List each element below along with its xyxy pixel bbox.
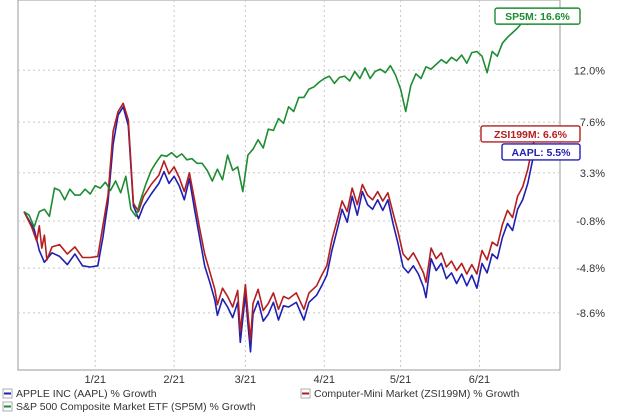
end-label-box — [501, 143, 581, 161]
x-tick-label: 4/21 — [314, 374, 335, 386]
legend: APPLE INC (AAPL) % Growth Computer-Mini M… — [2, 388, 520, 413]
y-tick-label: -4.8% — [576, 263, 605, 275]
x-tick-label: 5/21 — [390, 374, 411, 386]
x-axis-ticks: 1/21 2/21 3/21 4/21 5/21 6/21 — [85, 374, 491, 386]
legend-label: APPLE INC (AAPL) % Growth — [16, 388, 157, 400]
y-tick-label: 7.6% — [580, 117, 605, 129]
y-tick-label: 3.3% — [580, 168, 605, 180]
legend-label: Computer-Mini Market (ZSI199M) % Growth — [314, 388, 520, 400]
end-label-text: SP5M: 16.6% — [505, 11, 570, 23]
plot-frame — [17, 0, 561, 371]
series-line-1 — [23, 102, 539, 341]
x-tick-label: 1/21 — [85, 374, 106, 386]
end-label-box — [494, 7, 581, 25]
x-tick-label: 2/21 — [163, 374, 184, 386]
end-label-box — [480, 125, 581, 143]
legend-label: S&P 500 Composite Market ETF (SP5M) % Gr… — [16, 401, 256, 412]
y-tick-label: 12.0% — [574, 65, 605, 77]
end-label-text: AAPL: 5.5% — [512, 147, 572, 159]
series-line-2 — [23, 15, 539, 228]
series-layer — [23, 15, 539, 353]
y-axis-ticks: 12.0% 7.6% 3.3% -0.8% -4.8% -8.6% — [574, 65, 605, 320]
x-tick-label: 6/21 — [469, 374, 490, 386]
end-labels: AAPL: 5.5% ZSI199M: 6.6% SP5M: 16.6% — [480, 7, 581, 161]
y-tick-label: -8.6% — [576, 308, 605, 320]
y-tick-label: -0.8% — [576, 216, 605, 228]
end-label-text: ZSI199M: 6.6% — [494, 129, 568, 141]
grid-layer — [17, 0, 561, 371]
x-tick-label: 3/21 — [235, 374, 256, 386]
